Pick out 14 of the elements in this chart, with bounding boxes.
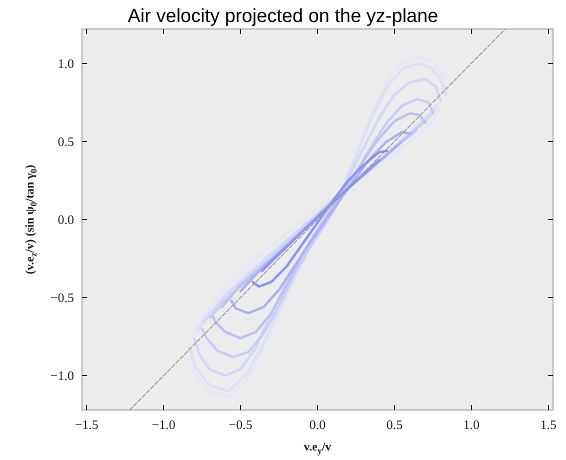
x-tick-label: 0.5	[386, 417, 403, 432]
x-tick-label: −1.0	[152, 417, 176, 432]
y-tick-label: 0.0	[58, 212, 74, 227]
x-tick-label: 0.0	[309, 417, 326, 432]
y-axis-title: (v.ez/v) (sin ψ0/tan γ0)	[22, 164, 38, 274]
y-tick-label: −0.5	[50, 290, 74, 306]
y-tick-label: −1.0	[50, 368, 74, 384]
chart-title: Air velocity projected on the yz-plane	[128, 6, 438, 27]
y-tick-label: 0.5	[58, 134, 74, 149]
x-tick-label: 1.0	[463, 417, 480, 432]
x-tick-label: −0.5	[228, 417, 252, 432]
x-tick-label: −1.5	[74, 417, 98, 432]
x-tick-label: 1.5	[540, 417, 557, 432]
y-tick-label: 1.0	[58, 56, 74, 71]
